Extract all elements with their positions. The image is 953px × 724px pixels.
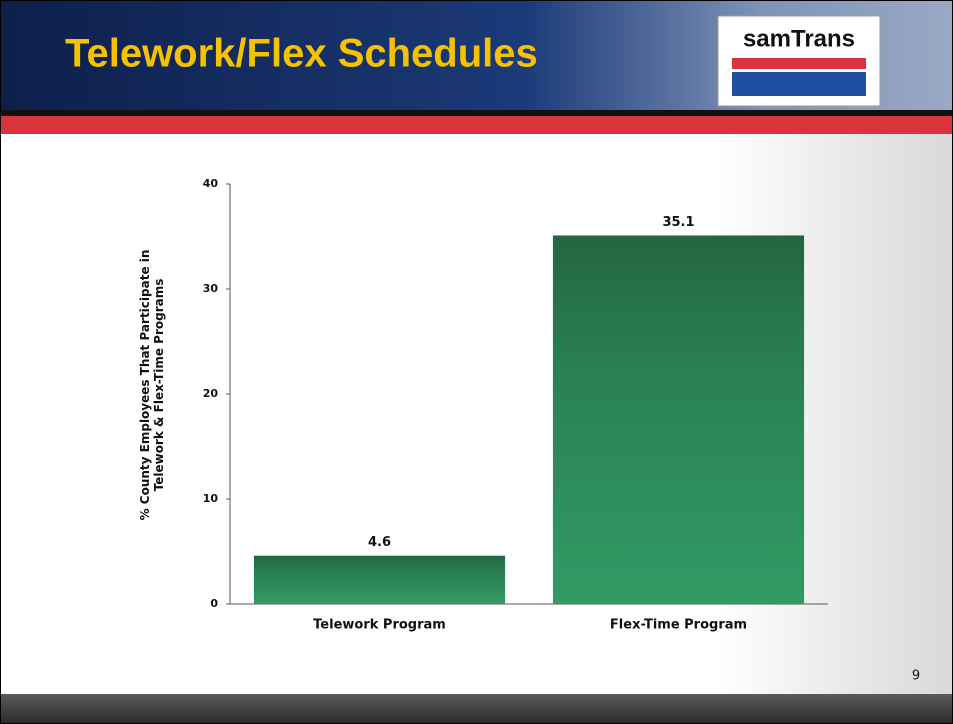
value-label: 35.1 [662,215,694,230]
value-label: 4.6 [368,535,391,550]
y-axis-title: % County Employees That Participate inTe… [138,250,166,521]
y-tick-label: 20 [203,387,219,400]
y-tick-label: 40 [203,177,219,190]
header-rule [0,110,953,116]
slide-title: Telework/Flex Schedules [65,32,538,76]
x-tick-label: Flex-Time Program [610,618,747,633]
footer-band [0,694,953,724]
logo-red [732,58,866,69]
x-tick-label: Telework Program [313,618,446,633]
y-axis-title-line: % County Employees That Participate in [138,250,152,521]
red-stripe [0,116,953,134]
y-axis-title-line: Telework & Flex-Time Programs [152,279,166,492]
bar [254,556,505,604]
page-number: 9 [912,669,920,684]
slide: Telework/Flex Schedules samTrans 9 0 10 20… [0,0,953,724]
y-tick-label: 30 [203,282,219,295]
logo-blue [732,72,866,96]
page: Telework/Flex Schedules samTrans 9 0 10 20… [0,0,953,724]
y-tick-label: 0 [210,597,218,610]
y-tick-label: 10 [203,492,219,505]
bar [553,235,804,604]
logo-text: samTrans [743,25,855,52]
